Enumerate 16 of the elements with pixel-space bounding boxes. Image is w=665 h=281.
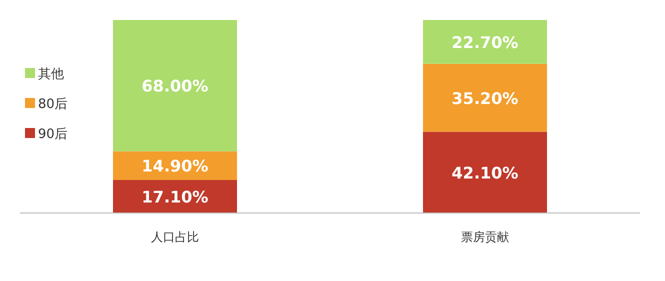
legend-label: 90后 (38, 127, 68, 142)
bar (113, 20, 237, 152)
bar (423, 132, 547, 213)
data-label: 68.00% (142, 76, 208, 96)
x-tick-label: 票房贡献 (461, 230, 509, 244)
data-label: 17.10% (142, 188, 208, 206)
data-label: 35.20% (452, 88, 518, 108)
data-label: 14.90% (142, 156, 208, 176)
bar (113, 180, 237, 213)
legend-label: 80后 (38, 97, 68, 112)
bar (423, 64, 547, 132)
data-label: 42.10% (452, 163, 518, 182)
legend-label: 其他 (38, 67, 64, 82)
bar (423, 20, 547, 64)
data-label: 22.70% (452, 32, 518, 52)
x-tick-label: 人口占比 (151, 230, 199, 244)
